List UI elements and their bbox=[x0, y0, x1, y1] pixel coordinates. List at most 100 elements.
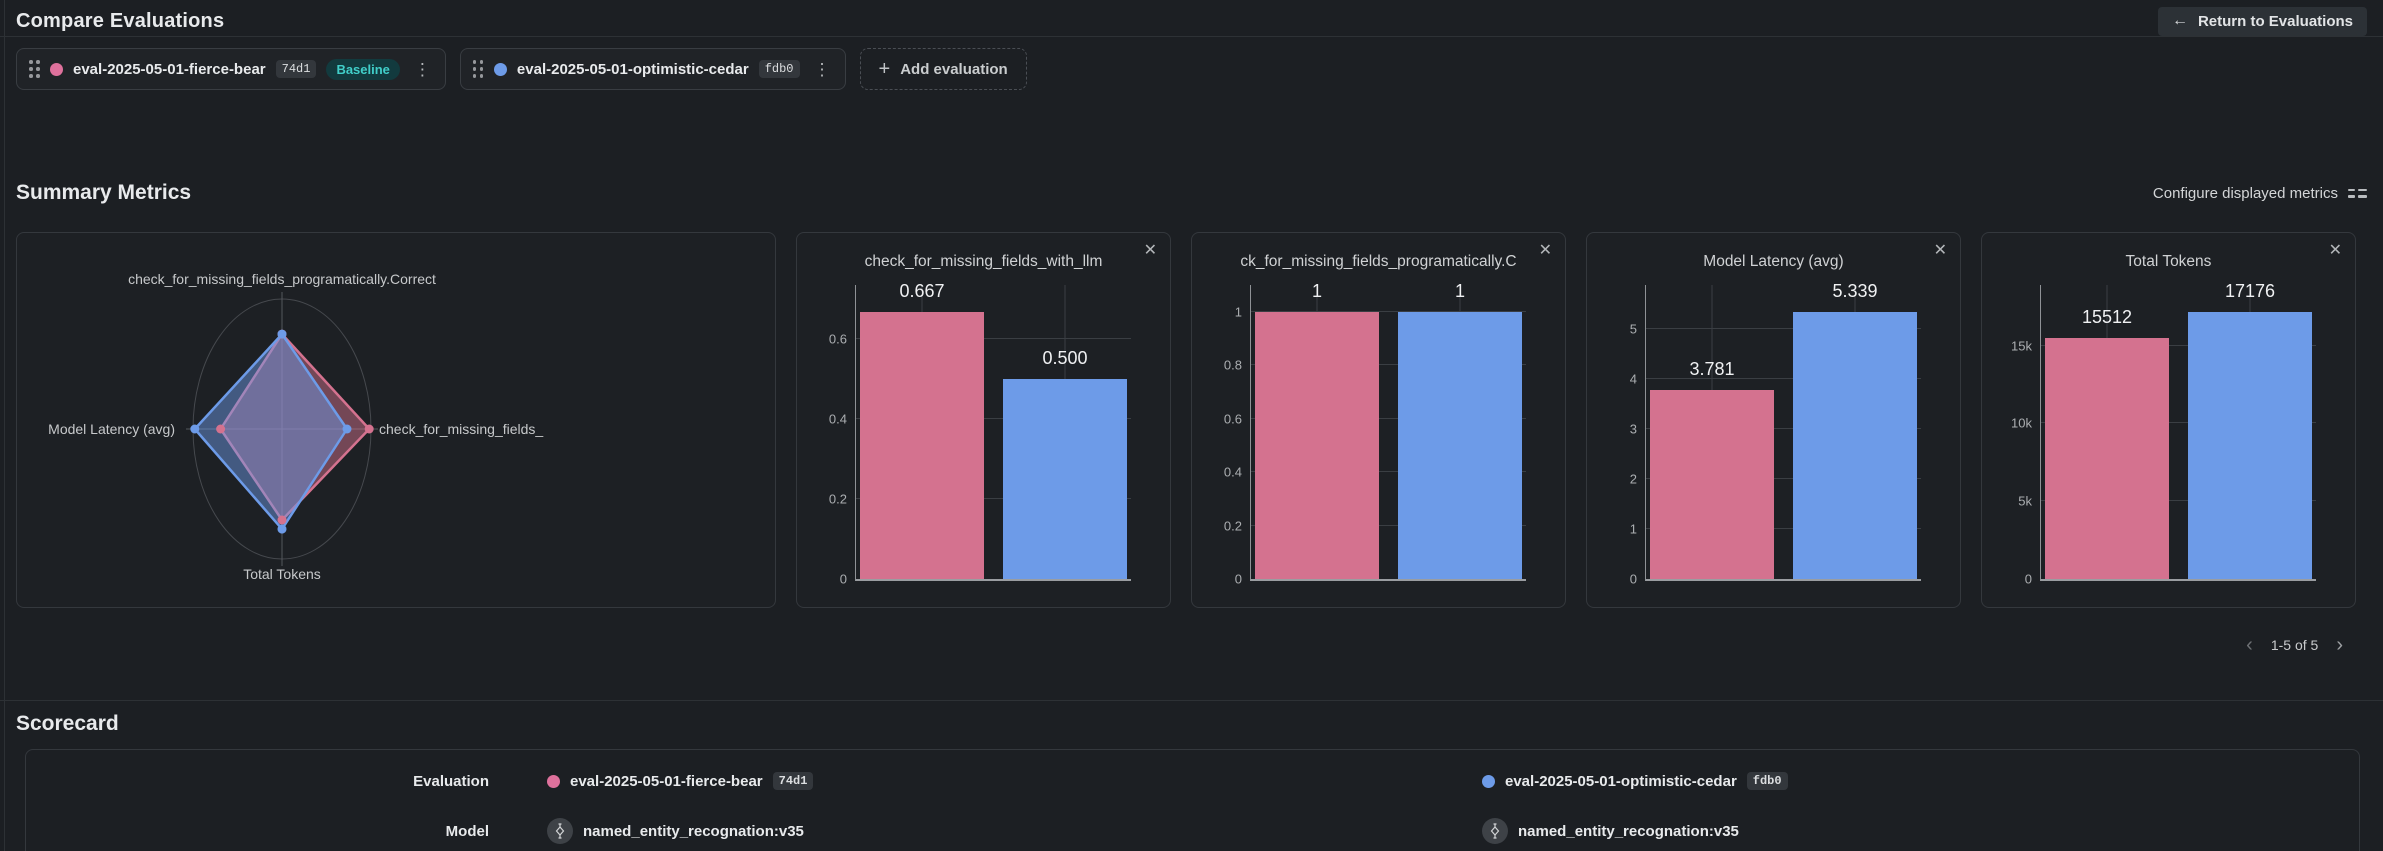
y-tick-label: 0.2 bbox=[1223, 518, 1242, 534]
summary-metrics-header: Summary Metrics Configure displayed metr… bbox=[16, 178, 2367, 208]
radar-vertex-dot bbox=[216, 424, 226, 434]
scorecard-table: Evaluation eval-2025-05-01-fierce-bear 7… bbox=[25, 749, 2360, 851]
panel-left-divider bbox=[4, 0, 5, 851]
metric-card: ✕ ck_for_missing_fields_programatically.… bbox=[1191, 232, 1566, 608]
radar-axis-label-top: check_for_missing_fields_programatically… bbox=[128, 271, 436, 287]
bar-eval-2025-05-01-fierce-bear[interactable] bbox=[2045, 337, 2169, 579]
y-tick-label: 0.4 bbox=[828, 411, 847, 427]
metric-card-title: ck_for_missing_fields_programatically.C bbox=[1240, 253, 1517, 270]
close-icon[interactable]: ✕ bbox=[1538, 242, 1552, 259]
y-tick-label: 0.2 bbox=[828, 491, 847, 507]
configure-metrics-label: Configure displayed metrics bbox=[2152, 184, 2338, 202]
radar-chart[interactable] bbox=[17, 233, 777, 609]
scorecard-row-label: Model bbox=[445, 822, 489, 840]
evaluation-pill-baseline[interactable]: eval-2025-05-01-fierce-bear 74d1 Baselin… bbox=[16, 48, 446, 90]
configure-displayed-metrics-button[interactable]: Configure displayed metrics bbox=[2153, 185, 2367, 202]
bar-eval-2025-05-01-optimistic-cedar[interactable] bbox=[1398, 311, 1522, 579]
radar-axis-label-bottom: Total Tokens bbox=[243, 566, 321, 582]
y-tick-label: 0.6 bbox=[828, 331, 847, 347]
gridline bbox=[1646, 427, 1921, 429]
bar-eval-2025-05-01-fierce-bear[interactable] bbox=[1255, 311, 1379, 579]
scorecard-model-cell[interactable]: named_entity_recognation:v35 bbox=[1466, 818, 2359, 844]
add-evaluation-button[interactable]: + Add evaluation bbox=[859, 48, 1027, 90]
baseline-badge: Baseline bbox=[326, 58, 400, 80]
gridline bbox=[1251, 310, 1526, 312]
bar-eval-2025-05-01-fierce-bear[interactable] bbox=[860, 312, 984, 579]
evaluation-name: eval-2025-05-01-optimistic-cedar bbox=[516, 60, 749, 78]
close-icon[interactable]: ✕ bbox=[1933, 242, 1947, 259]
evaluation-color-dot bbox=[547, 774, 560, 788]
radar-chart-card: check_for_missing_fields_programatically… bbox=[16, 232, 776, 608]
scorecard-evaluation-cell: eval-2025-05-01-fierce-bear 74d1 bbox=[531, 772, 1466, 790]
evaluation-name: eval-2025-05-01-optimistic-cedar bbox=[1505, 772, 1737, 790]
metric-card-title: check_for_missing_fields_with_llm bbox=[864, 253, 1103, 270]
y-tick-label: 2 bbox=[1629, 471, 1637, 487]
scorecard-row-label: Evaluation bbox=[413, 772, 489, 790]
evaluation-hash-badge: fdb0 bbox=[758, 60, 800, 78]
radar-vertex-dot bbox=[277, 515, 287, 525]
drag-handle-icon[interactable] bbox=[29, 60, 40, 78]
page-title: Compare Evaluations bbox=[16, 9, 225, 32]
section-divider bbox=[0, 700, 2383, 701]
y-tick-label: 5k bbox=[2018, 493, 2032, 509]
bar-chart: 0 1 2 3 4 5 3.781 5.339 bbox=[1630, 281, 1921, 587]
bar-value-label: 17176 bbox=[2224, 280, 2276, 301]
evaluation-pill[interactable]: eval-2025-05-01-optimistic-cedar fdb0 ⋮ bbox=[459, 48, 846, 90]
y-tick-label: 1 bbox=[1629, 521, 1637, 537]
model-icon bbox=[1482, 818, 1508, 844]
evaluation-hash-badge: 74d1 bbox=[772, 772, 814, 790]
bar-eval-2025-05-01-optimistic-cedar[interactable] bbox=[1793, 311, 1917, 579]
metric-card: ✕ check_for_missing_fields_with_llm 0 0.2… bbox=[796, 232, 1171, 608]
metric-card: ✕ Total Tokens 0 5k 10k 15k 15512 17176 bbox=[1981, 232, 2356, 608]
scorecard-row-model: Model named_entity_recognation:v35 named… bbox=[26, 806, 2359, 851]
evaluation-color-dot bbox=[50, 62, 63, 76]
gridline bbox=[2041, 422, 2316, 424]
y-tick-label: 0.8 bbox=[1223, 357, 1242, 373]
configure-metrics-icon bbox=[2348, 188, 2367, 198]
bar-eval-2025-05-01-optimistic-cedar[interactable] bbox=[2188, 311, 2312, 579]
y-tick-label: 0 bbox=[1629, 571, 1637, 587]
return-to-evaluations-button[interactable]: ← Return to Evaluations bbox=[2157, 6, 2367, 36]
summary-metrics-cards: check_for_missing_fields_programatically… bbox=[16, 232, 2367, 608]
bar-value-label: 0.500 bbox=[1042, 348, 1088, 368]
evaluation-bar: eval-2025-05-01-fierce-bear 74d1 Baselin… bbox=[16, 48, 2367, 90]
y-tick-label: 0 bbox=[1234, 571, 1242, 587]
close-icon[interactable]: ✕ bbox=[1143, 242, 1157, 259]
drag-handle-icon[interactable] bbox=[472, 60, 484, 78]
radar-vertex-dot bbox=[277, 329, 287, 339]
model-name: named_entity_recognation:v35 bbox=[583, 822, 804, 840]
evaluation-color-dot bbox=[1482, 774, 1495, 788]
evaluation-hash-badge: 74d1 bbox=[275, 60, 317, 78]
close-icon[interactable]: ✕ bbox=[2328, 242, 2342, 259]
model-name: named_entity_recognation:v35 bbox=[1518, 822, 1739, 840]
y-tick-label: 0.6 bbox=[1223, 411, 1242, 427]
gridline bbox=[1251, 524, 1526, 526]
radar-vertex-dot bbox=[277, 524, 287, 534]
gridline bbox=[1646, 377, 1921, 379]
evaluation-color-dot bbox=[493, 62, 507, 76]
metric-card: ✕ Model Latency (avg) 0 1 2 3 4 5 3.781 5.339 bbox=[1586, 232, 1961, 608]
scorecard-model-cell[interactable]: named_entity_recognation:v35 bbox=[531, 818, 1466, 844]
bar-eval-2025-05-01-fierce-bear[interactable] bbox=[1650, 389, 1774, 579]
y-tick-label: 4 bbox=[1629, 371, 1637, 387]
gridline bbox=[2041, 500, 2316, 502]
add-evaluation-label: Add evaluation bbox=[900, 60, 1008, 78]
bar-value-label: 15512 bbox=[2081, 306, 2133, 327]
gridline bbox=[1251, 417, 1526, 419]
scorecard-title: Scorecard bbox=[16, 712, 119, 735]
gridline bbox=[856, 338, 1131, 340]
kebab-menu-icon[interactable]: ⋮ bbox=[813, 59, 831, 79]
y-tick-label: 5 bbox=[1629, 321, 1637, 337]
page-header: Compare Evaluations ← Return to Evaluati… bbox=[0, 0, 2383, 37]
radar-vertex-dot bbox=[190, 424, 200, 434]
plus-icon: + bbox=[878, 57, 891, 80]
chevron-right-icon[interactable]: › bbox=[2336, 634, 2343, 656]
bar-eval-2025-05-01-optimistic-cedar[interactable] bbox=[1003, 379, 1127, 579]
kebab-menu-icon[interactable]: ⋮ bbox=[413, 59, 431, 79]
gridline bbox=[2041, 344, 2316, 346]
back-arrow-icon: ← bbox=[2171, 12, 2188, 29]
evaluation-hash-badge: fdb0 bbox=[1746, 772, 1788, 790]
y-tick-label: 1 bbox=[1234, 304, 1242, 320]
chevron-left-icon[interactable]: ‹ bbox=[2246, 634, 2253, 656]
return-button-label: Return to Evaluations bbox=[2197, 12, 2353, 30]
